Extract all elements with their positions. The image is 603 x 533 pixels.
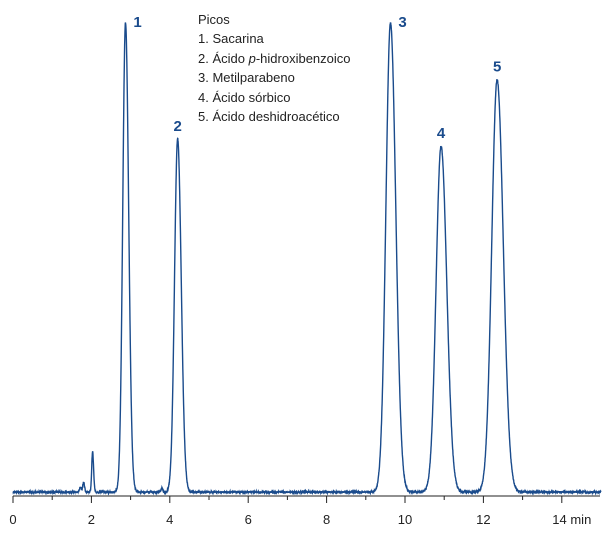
legend-entry-text: Metilparabeno	[212, 70, 295, 86]
legend: Picos 1. Sacarina 2. Ácido p-hidroxibenzo…	[198, 10, 351, 126]
legend-entry-number: 5.	[198, 109, 213, 125]
legend-entry-text-suffix: -hidroxibenzoico	[255, 50, 351, 66]
chromatogram-trace	[12, 22, 602, 496]
x-tick-label: 10	[398, 512, 412, 527]
legend-entries: 1. Sacarina 2. Ácido p-hidroxibenzoico 3. …	[198, 29, 351, 126]
peak-label: 3	[398, 14, 406, 31]
legend-entry: 3. Metilparabeno	[198, 68, 351, 87]
peak-label: 4	[437, 125, 446, 142]
legend-entry: 5. Ácido deshidroacético	[198, 107, 351, 126]
x-tick-label: 12	[476, 512, 490, 527]
legend-entry-text: Ácido sórbico	[212, 89, 291, 105]
x-tick-label: 2	[88, 512, 95, 527]
x-tick-label: 4	[166, 512, 173, 527]
x-axis-tick-labels: 0 2 4 6 8 10 12 14 min	[9, 512, 591, 527]
x-tick-label: 8	[323, 512, 330, 527]
legend-entry-italic: p	[248, 50, 256, 66]
legend-title: Picos	[198, 12, 230, 27]
legend-entry: 2. Ácido p-hidroxibenzoico	[198, 49, 351, 68]
x-tick-label: 14 min	[552, 512, 591, 527]
peak-label: 5	[493, 59, 501, 76]
legend-entry: 4. Ácido sórbico	[198, 88, 351, 107]
legend-entry-text: Ácido	[212, 50, 249, 66]
peak-label: 1	[133, 14, 141, 31]
legend-entry-text: Ácido deshidroacético	[212, 109, 340, 125]
x-tick-label: 6	[245, 512, 252, 527]
legend-entry-number: 3.	[198, 70, 213, 86]
legend-entry-number: 2.	[198, 50, 213, 66]
legend-entry: 1. Sacarina	[198, 29, 351, 48]
legend-entry-text: Sacarina	[212, 31, 264, 47]
peak-label: 2	[173, 118, 181, 135]
peak-labels: 1 2 3 4 5	[133, 14, 501, 142]
x-tick-label: 0	[9, 512, 16, 527]
x-axis-ticks	[12, 496, 563, 503]
legend-entry-number: 1.	[198, 31, 213, 47]
legend-entry-number: 4.	[198, 89, 213, 105]
